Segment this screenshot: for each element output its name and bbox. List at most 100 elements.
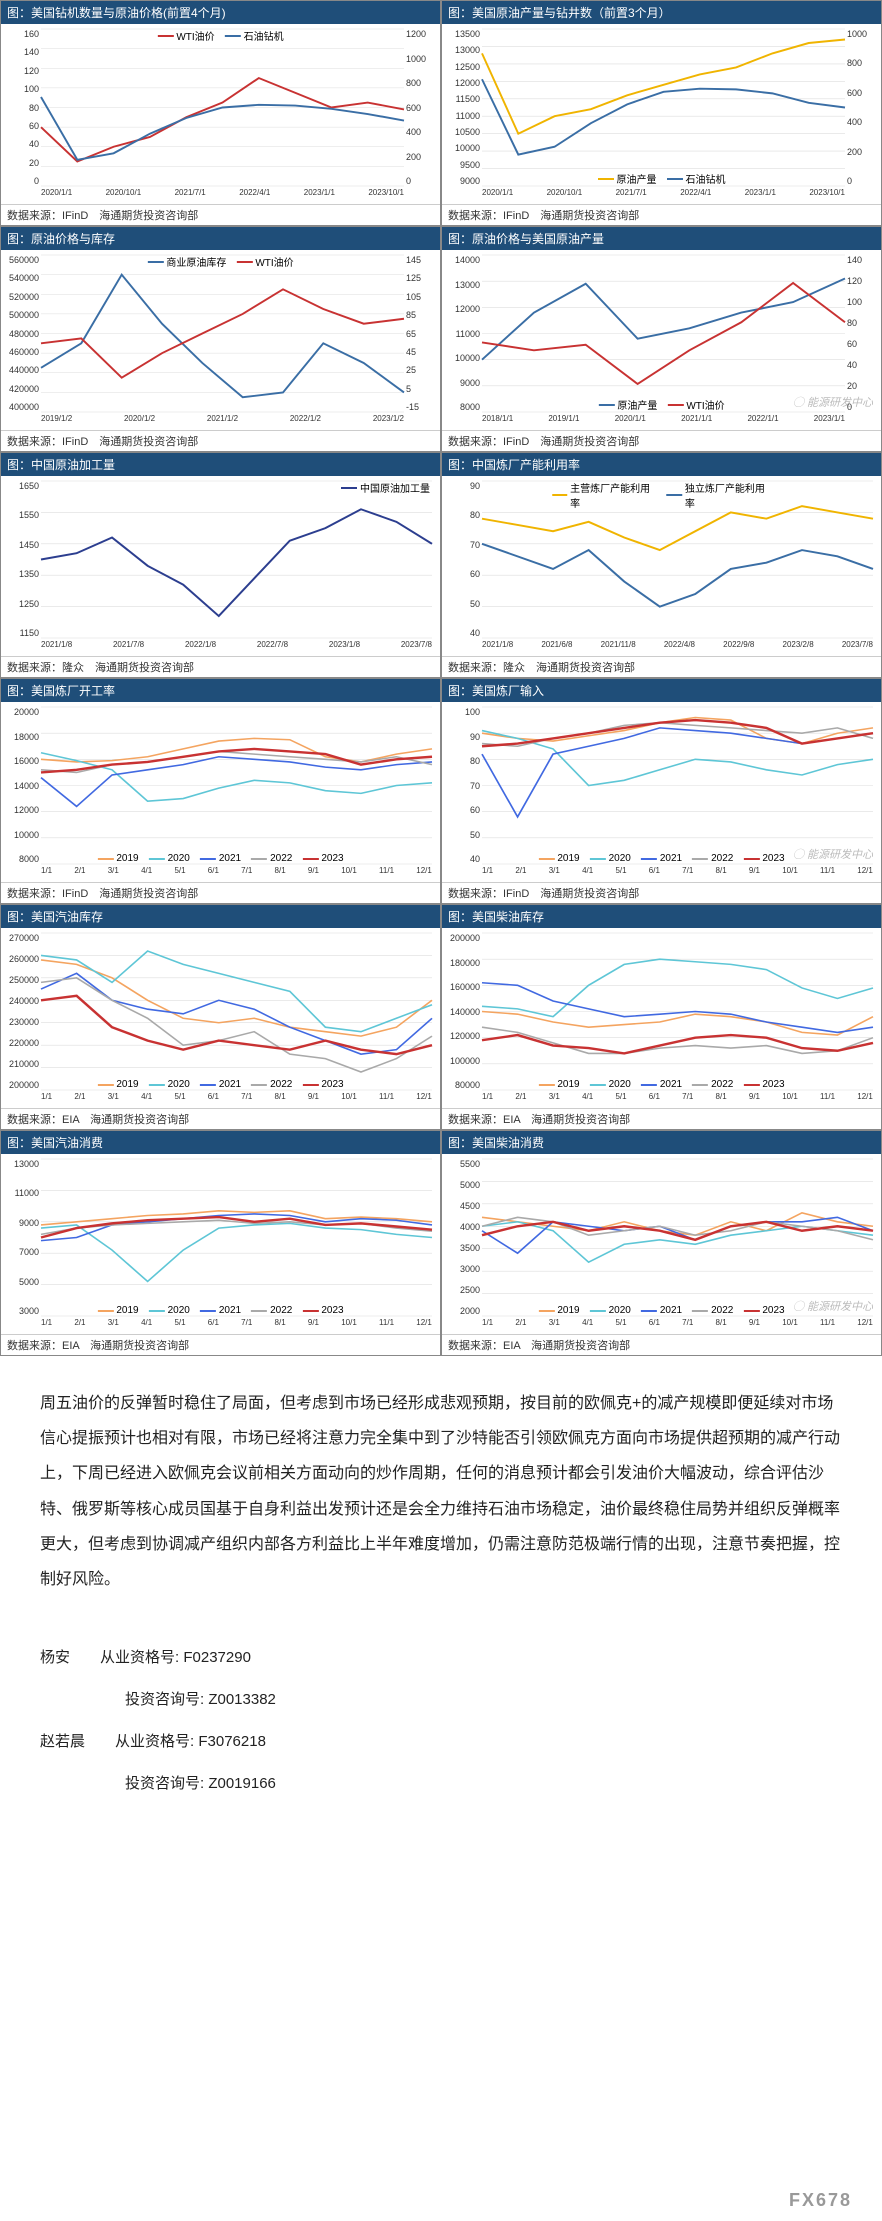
- legend-item: 2022: [251, 1079, 292, 1090]
- legend: 20192020202120222023: [97, 1305, 343, 1316]
- series-2021: [41, 757, 432, 807]
- legend-item: 独立炼厂产能利用率: [667, 480, 772, 510]
- y-axis-right: 140120100806040200: [847, 255, 879, 412]
- source-label: 数据来源：EIA 海通期货投资咨询部: [1, 1334, 440, 1355]
- legend: WTI油价石油钻机: [157, 28, 283, 43]
- legend-item: 2022: [251, 1305, 292, 1316]
- legend-item: 2021: [200, 1305, 241, 1316]
- chart-us_gasoline_inv: 图：美国汽油库存27000026000025000024000023000022…: [0, 904, 441, 1130]
- chart-title: 图：中国原油加工量: [1, 453, 440, 476]
- legend-item: 2019: [97, 1079, 138, 1090]
- series-2019: [41, 960, 432, 1036]
- x-axis: 2018/1/12019/1/12020/1/12021/1/12022/1/1…: [482, 414, 845, 428]
- chart-title: 图：美国柴油消费: [442, 1131, 881, 1154]
- chart-title: 图：美国柴油库存: [442, 905, 881, 928]
- source-label: 数据来源：EIA 海通期货投资咨询部: [442, 1334, 881, 1355]
- chart-us_diesel_inv: 图：美国柴油库存20000018000016000014000012000010…: [441, 904, 882, 1130]
- legend-item: WTI油价: [667, 397, 724, 412]
- author-name: 杨安: [40, 1649, 70, 1666]
- chart-title: 图：美国汽油消费: [1, 1131, 440, 1154]
- series-2022: [41, 978, 432, 1072]
- legend-item: 2020: [590, 1305, 631, 1316]
- chart-us_diesel_cons: 图：美国柴油消费55005000450040003500300025002000…: [441, 1130, 882, 1356]
- legend: 原油产量石油钻机: [598, 171, 726, 186]
- source-label: 数据来源：IFinD 海通期货投资咨询部: [1, 204, 440, 225]
- x-axis: 1/12/13/14/15/16/17/18/19/110/111/112/1: [482, 1318, 873, 1332]
- legend-item: 2023: [743, 1305, 784, 1316]
- legend-item: 2019: [538, 1079, 579, 1090]
- chart-title: 图：美国汽油库存: [1, 905, 440, 928]
- chart-us_gasoline_cons: 图：美国汽油消费130001100090007000500030001/12/1…: [0, 1130, 441, 1356]
- chart-price_inventory: 图：原油价格与库存5600005400005200005000004800004…: [0, 226, 441, 452]
- legend-item: 2019: [538, 853, 579, 864]
- legend-item: 2020: [149, 1305, 190, 1316]
- chart-grid: 图：美国钻机数量与原油价格(前置4个月)16014012010080604020…: [0, 0, 882, 1356]
- chart-svg: [482, 933, 873, 1090]
- chart-title: 图：美国炼厂输入: [442, 679, 881, 702]
- y-axis-left: 165015501450135012501150: [3, 481, 39, 638]
- chart-svg: [482, 255, 845, 412]
- author-row: 杨安从业资格号: F0237290: [40, 1637, 842, 1679]
- author-advisory: 投资咨询号: Z0013382: [125, 1679, 842, 1721]
- chart-us_util: 图：美国炼厂开工率2000018000160001400012000100008…: [0, 678, 441, 904]
- legend: 商业原油库存 WTI油价: [147, 254, 293, 269]
- chart-svg: [41, 255, 404, 412]
- legend-item: 2019: [538, 1305, 579, 1316]
- legend-item: 2023: [302, 853, 343, 864]
- legend: 20192020202120222023: [97, 853, 343, 864]
- legend: 20192020202120222023: [538, 1079, 784, 1090]
- author-name: 赵若晨: [40, 1733, 85, 1750]
- legend-item: 2021: [641, 853, 682, 864]
- series-line: [41, 97, 404, 160]
- legend-item: WTI油价: [236, 254, 293, 269]
- legend-item: 2023: [743, 1079, 784, 1090]
- chart-svg: [41, 29, 404, 186]
- series-line: [482, 506, 873, 550]
- legend: 20192020202120222023: [97, 1079, 343, 1090]
- legend-item: 2022: [692, 1305, 733, 1316]
- authors-block: 杨安从业资格号: F0237290投资咨询号: Z0013382 赵若晨 从业资格号…: [0, 1627, 882, 1845]
- legend-item: 2020: [149, 1079, 190, 1090]
- legend-item: 2022: [692, 1079, 733, 1090]
- chart-svg: [482, 1159, 873, 1316]
- y-axis-left: 2000018000160001400012000100008000: [3, 707, 39, 864]
- source-label: 数据来源：IFinD 海通期货投资咨询部: [442, 204, 881, 225]
- series-line: [482, 40, 845, 134]
- x-axis: 2021/1/82021/7/82022/1/82022/7/82023/1/8…: [41, 640, 432, 654]
- source-label: 数据来源：IFinD 海通期货投资咨询部: [1, 430, 440, 451]
- legend: 主营炼厂产能利用率独立炼厂产能利用率: [552, 480, 772, 510]
- source-label: 数据来源：EIA 海通期货投资咨询部: [1, 1108, 440, 1129]
- fx-watermark: FX678: [789, 2190, 852, 2211]
- chart-svg: [41, 707, 432, 864]
- x-axis: 1/12/13/14/15/16/17/18/19/110/111/112/1: [41, 866, 432, 880]
- chart-svg: [41, 933, 432, 1090]
- legend-item: 2020: [590, 853, 631, 864]
- legend-item: 2019: [97, 1305, 138, 1316]
- source-label: 数据来源：隆众 海通期货投资咨询部: [1, 656, 440, 677]
- x-axis: 2019/1/22020/1/22021/1/22022/1/22023/1/2: [41, 414, 404, 428]
- chart-svg: [482, 707, 873, 864]
- y-axis-left: 1350013000125001200011500110001050010000…: [444, 29, 480, 186]
- y-axis-right: 10008006004002000: [847, 29, 879, 186]
- author-qual: 从业资格号: F3076218: [115, 1733, 266, 1750]
- analysis-text: 周五油价的反弹暂时稳住了局面，但考虑到市场已经形成悲观预期，按目前的欧佩克+的减…: [0, 1356, 882, 1627]
- chart-us_input: 图：美国炼厂输入1009080706050401/12/13/14/15/16/…: [441, 678, 882, 904]
- series-line: [482, 279, 845, 360]
- legend-item: 2020: [590, 1079, 631, 1090]
- legend-item: 主营炼厂产能利用率: [552, 480, 657, 510]
- legend-item: 商业原油库存: [147, 254, 226, 269]
- legend-item: 石油钻机: [667, 171, 726, 186]
- series-line: [482, 79, 845, 154]
- chart-china_proc: 图：中国原油加工量 1650155014501350125011502021/1/…: [0, 452, 441, 678]
- chart-svg: [41, 481, 432, 638]
- legend-item: 原油产量: [598, 397, 657, 412]
- legend-item: 原油产量: [598, 171, 657, 186]
- chart-title: 图：原油价格与库存: [1, 227, 440, 250]
- legend-item: 2023: [743, 853, 784, 864]
- source-label: 数据来源：IFinD 海通期货投资咨询部: [1, 882, 440, 903]
- y-axis-right: 145125105856545255-15: [406, 255, 438, 412]
- legend-item: 中国原油加工量: [341, 480, 430, 495]
- legend: 中国原油加工量: [341, 480, 430, 495]
- source-label: 数据来源：隆众 海通期货投资咨询部: [442, 656, 881, 677]
- y-axis-left: 140001300012000110001000090008000: [444, 255, 480, 412]
